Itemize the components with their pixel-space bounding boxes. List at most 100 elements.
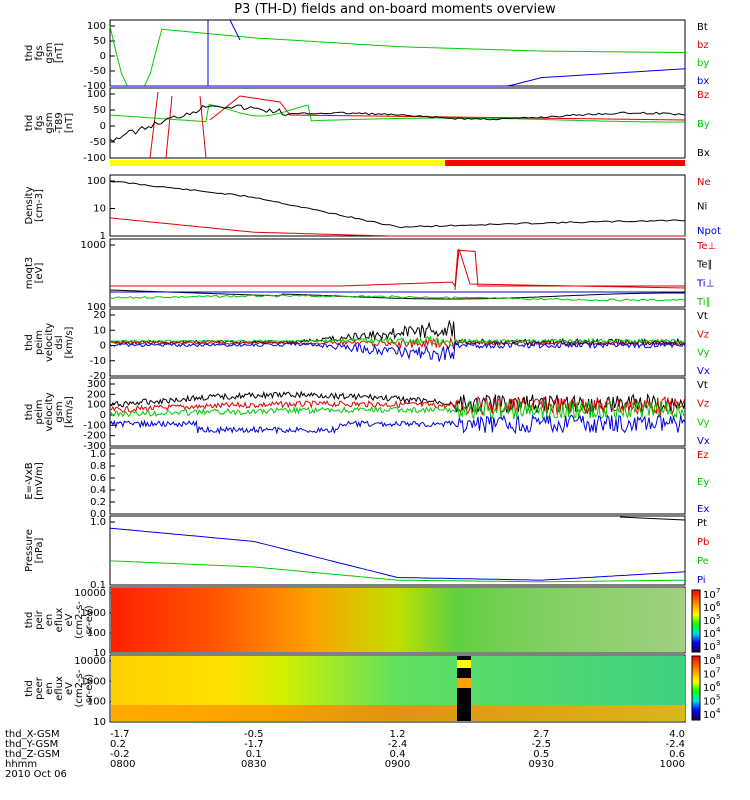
legend-density: Npot	[697, 226, 721, 237]
ylabel-velE: thd peim velocity dsl [km/s]	[24, 323, 75, 362]
ylabel-line: thd	[24, 404, 35, 421]
y-tick-elecspec: 10000	[74, 656, 106, 667]
ylabel-elecspec: thd peer en eflux eV (cm2-s-sr-eV)	[24, 669, 95, 707]
legend-t89: Bx	[697, 148, 710, 159]
colorbar-label: 10	[703, 616, 716, 627]
y-tick-density: 100	[87, 176, 106, 187]
xaxis-value: -0.5	[244, 729, 264, 740]
xaxis-value: 0800	[110, 759, 135, 770]
ylabel-line: [km/s]	[64, 326, 75, 358]
legend-pressure: Pt	[697, 518, 707, 529]
xaxis-row-label: thd_Z-GSM	[5, 749, 60, 760]
panel-frame-temp	[109, 238, 686, 308]
xaxis-value: 0.5	[533, 749, 549, 760]
ylabel-line: eflux	[54, 676, 65, 701]
colorbar-exp: 7	[716, 667, 720, 675]
colorbar-exp: 4	[716, 707, 721, 715]
legend-efield: Ez	[697, 450, 709, 461]
legend-velI: Vt	[697, 380, 708, 391]
y-tick-velE: 20	[93, 310, 106, 321]
y-tick-fgs: -100	[83, 81, 106, 92]
y-tick-t89: -100	[83, 153, 106, 164]
ylabel-line: [mV/m]	[34, 462, 45, 500]
series-Te-spike	[454, 248, 686, 291]
ylabel-line: E=-VxB	[24, 462, 35, 499]
y-tick-density: 10	[93, 204, 106, 215]
legend-fgs: bz	[697, 40, 709, 51]
colorbar-exp: 5	[716, 694, 720, 702]
xaxis-value: 2.7	[533, 729, 549, 740]
xaxis-row-label: thd_X-GSM	[5, 729, 60, 740]
series-Vx-i	[109, 414, 686, 435]
ylabel-line: -T89	[54, 112, 65, 134]
ylabel-line: fgs	[34, 115, 45, 130]
xaxis-value: 0900	[385, 759, 410, 770]
ylabel-line: gsm	[54, 401, 65, 422]
y-tick-t89: 0	[100, 121, 106, 132]
y-tick-fgs: -50	[90, 66, 106, 77]
series-Ni	[109, 180, 686, 229]
y-tick-efield: 0.4	[90, 485, 106, 496]
ylabel-line: [nT]	[54, 43, 65, 63]
status-bar-yellow	[110, 160, 445, 166]
ylabel-line: eV	[64, 613, 75, 626]
status-bar-red	[445, 160, 685, 166]
legend-temp: Te∥	[696, 260, 713, 271]
y-tick-temp: 100	[87, 302, 106, 313]
legend-density: Ne	[697, 177, 711, 188]
y-tick-velI: -300	[83, 441, 106, 452]
colorbar-exp: 8	[716, 653, 720, 661]
legend-t89: By	[697, 119, 710, 130]
ylabel-line: en	[44, 682, 55, 695]
xaxis-value: -2.4	[665, 739, 685, 750]
xaxis-value: -1.7	[244, 739, 264, 750]
y-tick-density: 1	[100, 231, 106, 242]
xaxis-value: -1.7	[110, 729, 130, 740]
colorbar-exp: 6	[716, 600, 721, 608]
ylabel-line: dsl	[54, 335, 65, 349]
legend-efield: Ey	[697, 477, 709, 488]
xaxis-value: -2.5	[531, 739, 551, 750]
xaxis-row-label: hhmm	[5, 759, 37, 770]
series-bx	[110, 68, 686, 87]
ylabel-line: velocity	[44, 323, 55, 362]
y-tick-velI: 100	[87, 400, 106, 411]
y-tick-ionspec: 100	[87, 628, 106, 639]
legend-velE: Vt	[697, 311, 708, 322]
legend-velE: Vx	[697, 366, 710, 377]
legend-fgs: by	[697, 58, 709, 69]
ylabel-line: [nT]	[64, 113, 75, 133]
y-tick-efield: 0.6	[90, 473, 106, 484]
electron-data-gap	[457, 656, 471, 721]
colorbar-exp: 4	[716, 626, 721, 634]
y-tick-pressure: 0.1	[90, 580, 106, 591]
ylabel-density: Density [cm-3]	[24, 186, 45, 224]
xaxis-value: -2.4	[388, 739, 408, 750]
legend-velI: Vy	[697, 417, 710, 428]
y-tick-velI: 0	[100, 410, 106, 421]
ylabel-efield: E=-VxB [mV/m]	[24, 462, 45, 500]
y-tick-efield: 0.0	[90, 509, 106, 520]
ylabel-line: thd	[24, 115, 35, 132]
ylabel-temp: moqt3 [eV]	[24, 257, 45, 290]
colorbar-label: 10	[703, 590, 716, 601]
ylabel-line: Density	[24, 186, 35, 224]
legend-temp: Ti⊥	[696, 278, 714, 289]
legend-velI: Vz	[697, 399, 709, 410]
ion-spectrogram	[111, 588, 685, 652]
y-tick-velE: 10	[93, 325, 106, 336]
series-Vy-e	[109, 335, 686, 347]
y-tick-velI: -200	[83, 431, 106, 442]
series-By	[109, 104, 685, 123]
ylabel-line: peir	[34, 609, 45, 629]
legend-pressure: Pe	[697, 556, 709, 567]
legend-velE: Vy	[697, 348, 710, 359]
xaxis-value: 0830	[241, 759, 266, 770]
ylabel-line: (cm2-s-	[74, 601, 85, 639]
y-tick-pressure: 1.0	[90, 517, 106, 528]
ylabel-ionspec: thd peir en eflux eV (cm2-s-sr-eV)	[24, 601, 95, 639]
y-tick-efield: 0.8	[90, 461, 106, 472]
legend-density: Ni	[697, 202, 707, 213]
colorbar-label: 10	[703, 670, 716, 681]
